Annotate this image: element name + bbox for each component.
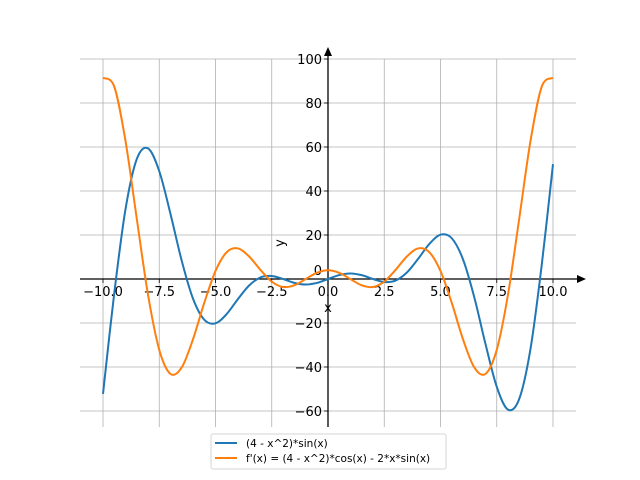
x-tick-label: 5.0 bbox=[430, 285, 451, 300]
x-tick-label: −2.5 bbox=[256, 285, 288, 300]
y-tick-label: 40 bbox=[305, 185, 322, 200]
y-tick-label: −60 bbox=[295, 405, 322, 420]
y-tick-label: −40 bbox=[295, 361, 322, 376]
y-tick-label: 100 bbox=[297, 53, 322, 68]
x-tick-label: 2.5 bbox=[374, 285, 395, 300]
x-axis-arrow-icon bbox=[577, 275, 586, 283]
tick-labels: −10.0 −7.5 −5.0 −2.5 0.0 2.5 5.0 7.5 10.0 −60 −40 −… bbox=[83, 53, 567, 420]
y-tick-label: 20 bbox=[305, 229, 322, 244]
x-tick-label: −5.0 bbox=[200, 285, 232, 300]
x-tick-label: −10.0 bbox=[83, 285, 123, 300]
series-line-0 bbox=[102, 146, 554, 412]
y-tick-label: 60 bbox=[305, 141, 322, 156]
legend-box bbox=[210, 433, 447, 470]
x-tick-label: 7.5 bbox=[486, 285, 507, 300]
x-tick-label: −7.5 bbox=[143, 285, 175, 300]
legend-label-0: (4 - x^2)*sin(x) bbox=[246, 438, 328, 450]
x-tick-label: 0.0 bbox=[318, 285, 339, 300]
y-axis-label: y bbox=[273, 239, 288, 247]
y-tick-label: 80 bbox=[305, 97, 322, 112]
series-line-1 bbox=[102, 76, 554, 376]
y-axis-arrow-icon bbox=[324, 47, 332, 56]
x-axis-label: x bbox=[324, 301, 332, 316]
series-lines bbox=[102, 76, 554, 412]
legend-label-1: f'(x) = (4 - x^2)*cos(x) - 2*x*sin(x) bbox=[246, 453, 430, 465]
y-tick-label: −20 bbox=[295, 317, 322, 332]
x-tick-label: 10.0 bbox=[539, 285, 568, 300]
legend: (4 - x^2)*sin(x) f'(x) = (4 - x^2)*cos(x… bbox=[210, 433, 447, 470]
axes bbox=[80, 47, 586, 427]
